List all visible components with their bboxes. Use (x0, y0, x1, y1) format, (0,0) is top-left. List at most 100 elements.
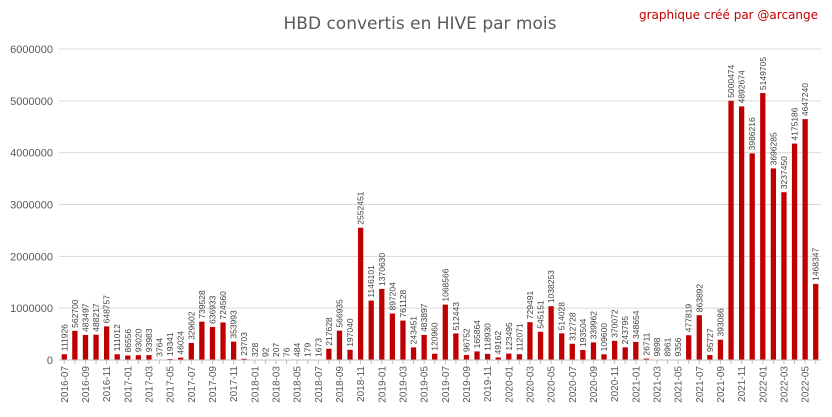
data-label: 477819 (684, 304, 694, 333)
x-tick-label: 2018-05 (293, 366, 304, 403)
data-label: 95727 (705, 328, 715, 352)
bar (347, 349, 353, 360)
data-label: 111012 (112, 324, 122, 351)
bar (813, 283, 819, 360)
data-label: 648757 (102, 295, 112, 324)
bar (738, 106, 745, 361)
data-label: 3986216 (747, 117, 757, 150)
bar (569, 343, 575, 360)
data-label: 1673 (313, 338, 323, 357)
bar (241, 358, 247, 360)
data-label: 179 (303, 343, 313, 357)
chart-credit: graphique créé par @arcange (639, 8, 818, 22)
bar (326, 348, 332, 360)
x-tick-label: 2019-11 (483, 366, 494, 402)
bar (389, 313, 396, 360)
x-tick-label: 2019-07 (441, 366, 452, 403)
x-tick-label: 2021-05 (674, 366, 685, 403)
x-tick-label: 2016-11 (102, 366, 113, 402)
bar (442, 304, 448, 360)
data-label: 26711 (641, 332, 651, 355)
x-tick-label: 2020-11 (610, 366, 621, 402)
data-label: 197040 (345, 318, 355, 347)
x-tick-label: 2021-03 (652, 366, 663, 403)
data-label: 93020 (133, 328, 143, 352)
data-label: 23703 (239, 332, 249, 356)
data-label: 484 (292, 343, 302, 357)
bar (410, 347, 417, 360)
data-label: 86556 (123, 329, 133, 353)
data-label: 863892 (694, 284, 704, 313)
bar (336, 330, 343, 360)
data-label: 562700 (70, 299, 80, 328)
data-label: 96752 (461, 328, 471, 352)
bar (453, 333, 459, 360)
data-label: 8961 (663, 337, 673, 356)
x-tick-label: 2018-03 (271, 366, 282, 403)
data-label: 9898 (652, 337, 662, 356)
x-tick-label: 2020-03 (525, 366, 536, 403)
bar (379, 288, 385, 360)
data-label: 243795 (620, 316, 630, 345)
bar (527, 322, 533, 360)
y-tick-label: 2000000 (10, 251, 53, 263)
data-label: 118930 (483, 323, 493, 351)
bar (167, 358, 173, 360)
x-tick-label: 2017-09 (208, 366, 219, 403)
data-label: 1370630 (377, 253, 387, 286)
x-tick-label: 2018-01 (250, 366, 261, 403)
data-label: 329602 (186, 311, 196, 340)
y-tick-label: 0 (47, 355, 53, 367)
y-tick-label: 6000000 (10, 44, 53, 56)
data-label: 207 (271, 343, 281, 357)
x-tick-label: 2020-09 (589, 366, 600, 403)
x-tick-label: 2019-09 (462, 366, 473, 403)
x-tick-label: 2020-05 (547, 366, 558, 403)
bar (209, 326, 216, 360)
x-tick-label: 2022-03 (779, 366, 790, 403)
bar (791, 143, 798, 360)
bar (135, 355, 142, 360)
y-tick-label: 1000000 (10, 303, 53, 315)
data-label: 165864 (472, 320, 482, 349)
data-label: 483897 (419, 303, 429, 332)
bar (220, 322, 226, 360)
data-label: 3764 (155, 338, 165, 357)
data-label: 217628 (324, 317, 334, 346)
bar (463, 354, 470, 360)
x-axis-ticks: 2016-07 2016-09 2016-11 2017-01 2017-03 2017-… (60, 360, 817, 403)
data-label: 566935 (334, 299, 344, 328)
data-label: 724560 (218, 291, 228, 320)
bar (622, 347, 628, 360)
x-tick-label: 2016-09 (81, 366, 92, 403)
data-label: 9356 (673, 337, 683, 356)
bar (559, 333, 565, 360)
bar (770, 168, 777, 360)
x-tick-label: 2018-11 (356, 366, 367, 402)
bars (61, 93, 819, 361)
bar (125, 355, 131, 360)
bar (548, 306, 554, 360)
bar (717, 339, 724, 360)
bar (474, 351, 480, 360)
bar (400, 320, 406, 360)
x-tick-label: 2017-03 (144, 366, 155, 403)
data-label: 328 (250, 343, 260, 357)
bar (633, 341, 639, 360)
bar (188, 342, 194, 360)
bar (580, 349, 586, 360)
bar (82, 334, 89, 360)
x-tick-label: 2016-07 (60, 366, 71, 403)
x-tick-label: 2021-07 (695, 366, 706, 403)
data-label: 729491 (525, 291, 535, 320)
bar (61, 354, 67, 360)
x-tick-label: 2017-07 (187, 366, 198, 403)
bar (432, 353, 438, 360)
x-tick-label: 2017-05 (166, 366, 177, 403)
bar (686, 335, 692, 360)
bar (103, 326, 110, 360)
x-tick-label: 2022-01 (758, 366, 769, 403)
bar (114, 354, 120, 360)
y-axis-ticks: 0 1000000 2000000 3000000 4000000 5000000 6000… (10, 44, 53, 367)
data-label: 193504 (578, 318, 588, 347)
